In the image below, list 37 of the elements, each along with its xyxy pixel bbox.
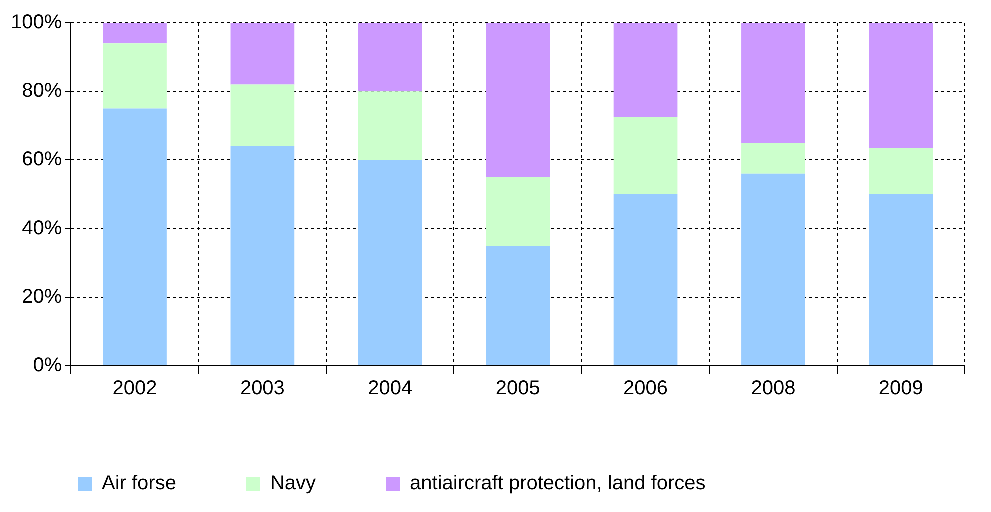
x-tick-label: 2004 <box>368 378 413 400</box>
x-tick-label: 2008 <box>751 378 796 400</box>
bar <box>486 23 550 178</box>
x-tick-label: 2002 <box>112 378 158 400</box>
y-tick-label: 0% <box>33 354 62 377</box>
bar <box>614 117 678 194</box>
bar <box>869 23 934 148</box>
x-tick-label: 2003 <box>240 378 285 400</box>
x-tick-label: 2009 <box>878 378 924 400</box>
bar <box>869 148 934 194</box>
legend-label: antiaircraft protection, land forces <box>410 472 706 495</box>
bar <box>103 23 167 44</box>
bar <box>742 23 806 144</box>
legend-label: Navy <box>270 472 316 495</box>
bar <box>486 246 550 366</box>
bar <box>614 23 678 118</box>
y-tick-label: 20% <box>22 286 62 308</box>
bar <box>358 92 422 160</box>
bar <box>742 143 806 174</box>
bar <box>230 146 295 366</box>
bar <box>358 160 422 366</box>
bar <box>614 194 678 366</box>
bar <box>230 23 295 85</box>
y-tick-label: 60% <box>22 148 62 171</box>
bar <box>869 194 934 366</box>
bar <box>358 23 422 92</box>
y-tick-label: 80% <box>22 80 62 102</box>
legend-label: Air forse <box>102 472 176 495</box>
x-tick-label: 2005 <box>496 378 540 400</box>
bar <box>742 174 806 366</box>
x-tick-label: 2006 <box>624 378 668 400</box>
y-tick-label: 100% <box>10 12 62 34</box>
bar <box>103 108 167 366</box>
bar <box>230 84 295 146</box>
bar <box>486 177 550 246</box>
y-tick-label: 40% <box>22 217 62 240</box>
bar <box>103 44 167 109</box>
